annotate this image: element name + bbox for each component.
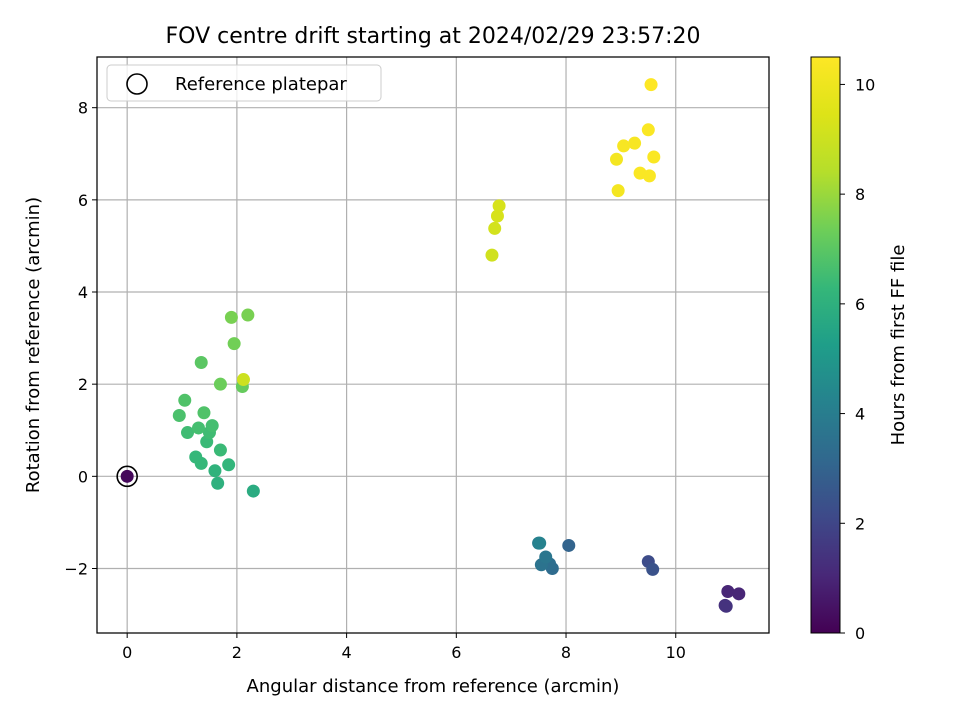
y-tick-label: 2	[78, 375, 88, 394]
legend-box	[106, 64, 382, 102]
legend: Reference platepar	[106, 64, 382, 102]
data-point	[647, 150, 661, 164]
colorbar-frame	[810, 56, 841, 634]
legend-label: Reference platepar	[175, 74, 347, 95]
colorbar-tick-label: 0	[855, 624, 865, 643]
y-tick-label: 0	[78, 467, 88, 486]
data-point	[732, 587, 746, 601]
legend-marker-open-circle	[126, 73, 148, 95]
y-axis-label: Rotation from reference (arcmin)	[23, 197, 44, 493]
x-tick-label: 8	[561, 643, 571, 662]
data-point	[224, 310, 238, 324]
data-points	[120, 78, 746, 613]
data-point	[189, 450, 203, 464]
y-tick-label: 6	[78, 191, 88, 210]
data-point	[222, 458, 236, 472]
data-point	[617, 139, 631, 153]
colorbar	[811, 57, 840, 633]
x-tick-label: 2	[232, 643, 242, 662]
data-point	[646, 562, 660, 576]
x-axis-label: Angular distance from reference (arcmin)	[247, 676, 620, 697]
data-point	[641, 123, 655, 137]
data-point	[211, 476, 225, 490]
colorbar-label: Hours from first FF file	[888, 245, 909, 446]
data-point	[562, 538, 576, 552]
data-point	[611, 184, 625, 198]
data-point	[197, 406, 211, 420]
data-point	[721, 585, 735, 599]
data-point	[246, 484, 260, 498]
colorbar-tick-label: 6	[855, 295, 865, 314]
data-point	[609, 152, 623, 166]
data-point	[213, 377, 227, 391]
data-point	[492, 199, 506, 213]
data-point	[533, 536, 547, 550]
y-tick-label: 4	[78, 283, 88, 302]
colorbar-tick-label: 4	[855, 405, 865, 424]
data-point	[227, 337, 241, 351]
data-point	[236, 373, 250, 387]
plot-frame	[96, 56, 770, 634]
data-point	[208, 464, 222, 478]
x-axis-ticks: 0 2 4 6 8 10	[122, 633, 686, 662]
y-tick-label: 8	[78, 99, 88, 118]
chart-title: FOV centre drift starting at 2024/02/29 …	[166, 24, 701, 49]
data-point	[719, 599, 733, 613]
data-point	[628, 136, 642, 150]
x-tick-label: 10	[666, 643, 686, 662]
data-point	[642, 169, 656, 183]
data-point	[485, 248, 499, 262]
data-point	[213, 443, 227, 457]
data-point	[241, 308, 255, 322]
data-point	[181, 426, 195, 440]
reference-marker	[116, 465, 138, 488]
data-point	[194, 356, 208, 370]
data-point	[178, 393, 192, 407]
x-tick-label: 4	[342, 643, 352, 662]
reference-marker-group	[116, 465, 138, 488]
colorbar-tick-label: 2	[855, 514, 865, 533]
y-axis-ticks: −2 0 2 4 6 8	[64, 99, 97, 578]
x-tick-label: 6	[451, 643, 461, 662]
data-point	[644, 78, 658, 92]
colorbar-tick-label: 8	[855, 185, 865, 204]
data-point	[172, 409, 186, 423]
data-point	[488, 221, 502, 235]
colorbar-tick-label: 10	[855, 75, 875, 94]
y-tick-label: −2	[64, 559, 88, 578]
colorbar-ticks: 0 2 4 6 8 10	[840, 75, 875, 643]
data-point	[539, 550, 553, 564]
x-tick-label: 0	[122, 643, 132, 662]
data-point	[120, 469, 134, 483]
data-point	[191, 421, 205, 435]
data-point	[490, 209, 504, 223]
data-point	[205, 419, 219, 433]
